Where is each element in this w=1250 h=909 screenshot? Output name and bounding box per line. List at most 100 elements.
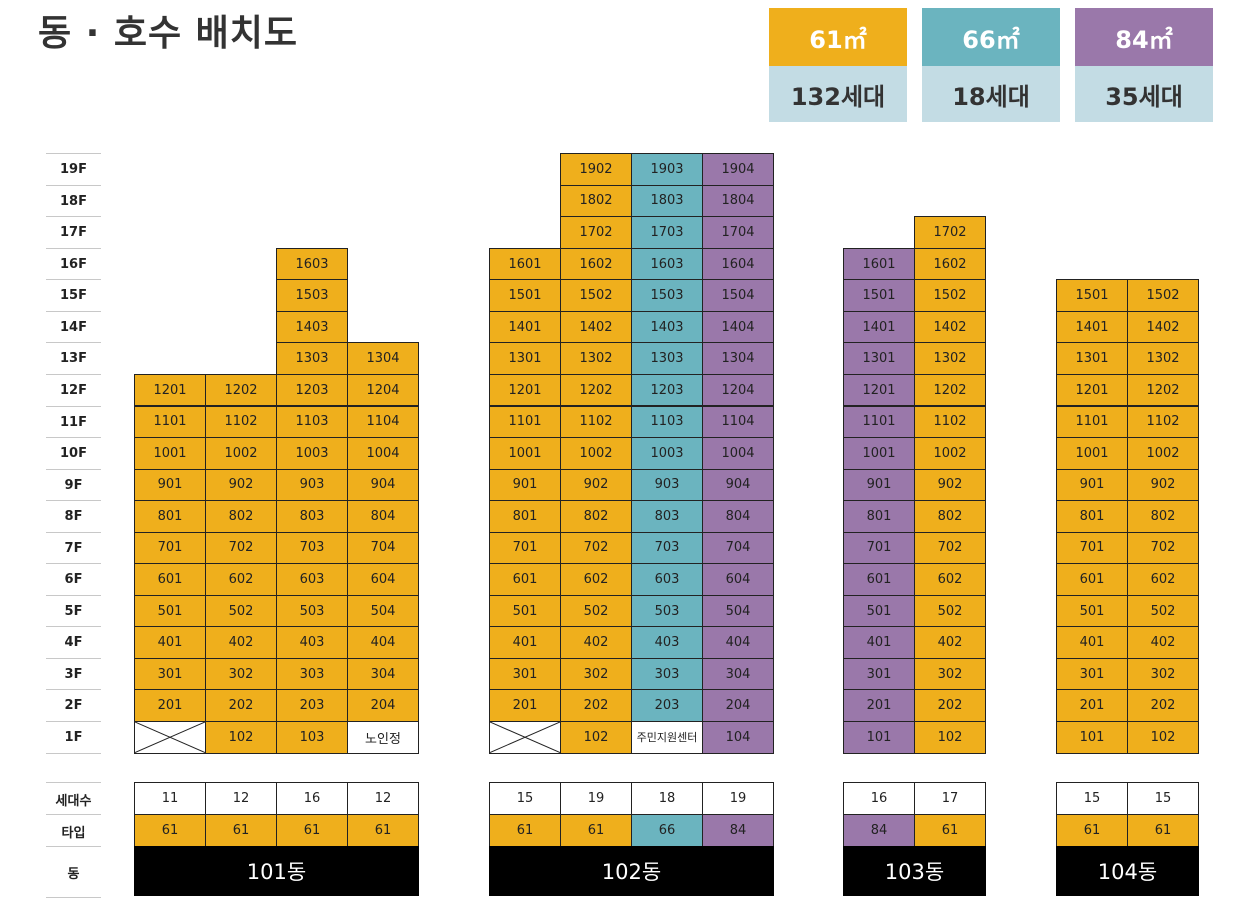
unit-cell[interactable]: 1303 — [631, 342, 703, 375]
unit-cell[interactable]: 1202 — [560, 373, 632, 407]
unit-cell[interactable]: 103 — [276, 721, 348, 754]
unit-cell[interactable]: 402 — [560, 626, 632, 659]
unit-cell[interactable]: 502 — [914, 594, 986, 628]
unit-cell[interactable]: 1602 — [914, 247, 986, 281]
unit-cell[interactable]: 1001 — [134, 437, 206, 470]
unit-cell[interactable]: 1003 — [631, 437, 703, 470]
unit-cell[interactable]: 803 — [276, 500, 348, 533]
unit-cell[interactable]: 1704 — [702, 216, 774, 249]
unit-cell[interactable]: 1902 — [560, 153, 632, 186]
unit-cell[interactable]: 603 — [631, 563, 703, 596]
unit-cell[interactable]: 1101 — [843, 405, 915, 439]
unit-cell[interactable]: 1502 — [914, 279, 986, 312]
unit-cell[interactable]: 203 — [276, 689, 348, 722]
unit-cell[interactable]: 1702 — [914, 216, 986, 249]
unit-cell[interactable]: 901 — [843, 468, 915, 502]
unit-cell[interactable]: 703 — [631, 531, 703, 565]
unit-cell[interactable]: 802 — [560, 500, 632, 533]
unit-cell[interactable]: 301 — [489, 657, 561, 691]
unit-cell[interactable]: 1204 — [702, 373, 774, 407]
unit-cell[interactable]: 702 — [1127, 531, 1199, 565]
unit-cell[interactable]: 1501 — [489, 279, 561, 312]
unit-cell[interactable]: 101 — [1056, 721, 1128, 754]
unit-cell[interactable]: 801 — [1056, 500, 1128, 533]
unit-cell[interactable]: 902 — [205, 468, 277, 502]
unit-cell[interactable]: 1104 — [702, 405, 774, 439]
facility-cell[interactable]: 노인정 — [347, 721, 419, 754]
unit-cell[interactable]: 1401 — [489, 310, 561, 344]
unit-cell[interactable]: 902 — [1127, 468, 1199, 502]
unit-cell[interactable]: 503 — [276, 594, 348, 628]
unit-cell[interactable]: 602 — [1127, 563, 1199, 596]
unit-cell[interactable]: 1304 — [702, 342, 774, 375]
unit-cell[interactable]: 902 — [560, 468, 632, 502]
unit-cell[interactable]: 1201 — [489, 373, 561, 407]
unit-cell[interactable]: 602 — [205, 563, 277, 596]
unit-cell[interactable]: 1301 — [843, 342, 915, 375]
unit-cell[interactable]: 1002 — [1127, 437, 1199, 470]
unit-cell[interactable]: 702 — [560, 531, 632, 565]
unit-cell[interactable]: 502 — [205, 594, 277, 628]
unit-cell[interactable]: 1203 — [631, 373, 703, 407]
unit-cell[interactable]: 302 — [560, 657, 632, 691]
unit-cell[interactable]: 301 — [134, 657, 206, 691]
unit-cell[interactable]: 1602 — [560, 247, 632, 281]
unit-cell[interactable]: 403 — [276, 626, 348, 659]
unit-cell[interactable]: 301 — [843, 657, 915, 691]
unit-cell[interactable]: 1603 — [631, 247, 703, 281]
unit-cell[interactable]: 402 — [205, 626, 277, 659]
unit-cell[interactable]: 1403 — [276, 310, 348, 344]
unit-cell[interactable]: 802 — [1127, 500, 1199, 533]
unit-cell[interactable]: 602 — [914, 563, 986, 596]
unit-cell[interactable]: 102 — [205, 721, 277, 754]
unit-cell[interactable]: 801 — [489, 500, 561, 533]
unit-cell[interactable]: 201 — [489, 689, 561, 722]
unit-cell[interactable]: 1202 — [914, 373, 986, 407]
unit-cell[interactable]: 1102 — [560, 405, 632, 439]
unit-cell[interactable]: 101 — [843, 721, 915, 754]
unit-cell[interactable]: 802 — [914, 500, 986, 533]
unit-cell[interactable]: 903 — [276, 468, 348, 502]
unit-cell[interactable]: 1601 — [843, 247, 915, 281]
unit-cell[interactable]: 403 — [631, 626, 703, 659]
unit-cell[interactable]: 1001 — [843, 437, 915, 470]
unit-cell[interactable]: 102 — [560, 721, 632, 754]
unit-cell[interactable]: 1001 — [1056, 437, 1128, 470]
unit-cell[interactable]: 601 — [489, 563, 561, 596]
unit-cell[interactable]: 501 — [134, 594, 206, 628]
facility-cell[interactable]: 주민지원센터 — [631, 721, 703, 754]
unit-cell[interactable]: 501 — [1056, 594, 1128, 628]
unit-cell[interactable]: 1102 — [914, 405, 986, 439]
unit-cell[interactable]: 1303 — [276, 342, 348, 375]
unit-cell[interactable]: 304 — [347, 657, 419, 691]
unit-cell[interactable]: 501 — [489, 594, 561, 628]
unit-cell[interactable]: 402 — [914, 626, 986, 659]
unit-cell[interactable]: 1201 — [843, 373, 915, 407]
unit-cell[interactable]: 603 — [276, 563, 348, 596]
unit-cell[interactable]: 601 — [1056, 563, 1128, 596]
unit-cell[interactable]: 1301 — [1056, 342, 1128, 375]
unit-cell[interactable]: 1102 — [1127, 405, 1199, 439]
unit-cell[interactable]: 1101 — [134, 405, 206, 439]
unit-cell[interactable]: 203 — [631, 689, 703, 722]
unit-cell[interactable]: 1002 — [914, 437, 986, 470]
unit-cell[interactable]: 702 — [205, 531, 277, 565]
unit-cell[interactable]: 1002 — [560, 437, 632, 470]
unit-cell[interactable]: 303 — [276, 657, 348, 691]
unit-cell[interactable]: 903 — [631, 468, 703, 502]
unit-cell[interactable]: 1103 — [276, 405, 348, 439]
unit-cell[interactable]: 1301 — [489, 342, 561, 375]
unit-cell[interactable]: 502 — [560, 594, 632, 628]
unit-cell[interactable]: 802 — [205, 500, 277, 533]
unit-cell[interactable]: 1402 — [914, 310, 986, 344]
unit-cell[interactable]: 804 — [702, 500, 774, 533]
unit-cell[interactable]: 1401 — [843, 310, 915, 344]
unit-cell[interactable]: 1603 — [276, 247, 348, 281]
unit-cell[interactable]: 701 — [134, 531, 206, 565]
unit-cell[interactable]: 1101 — [489, 405, 561, 439]
unit-cell[interactable]: 401 — [134, 626, 206, 659]
unit-cell[interactable]: 202 — [560, 689, 632, 722]
unit-cell[interactable]: 701 — [843, 531, 915, 565]
unit-cell[interactable]: 104 — [702, 721, 774, 754]
unit-cell[interactable]: 1403 — [631, 310, 703, 344]
